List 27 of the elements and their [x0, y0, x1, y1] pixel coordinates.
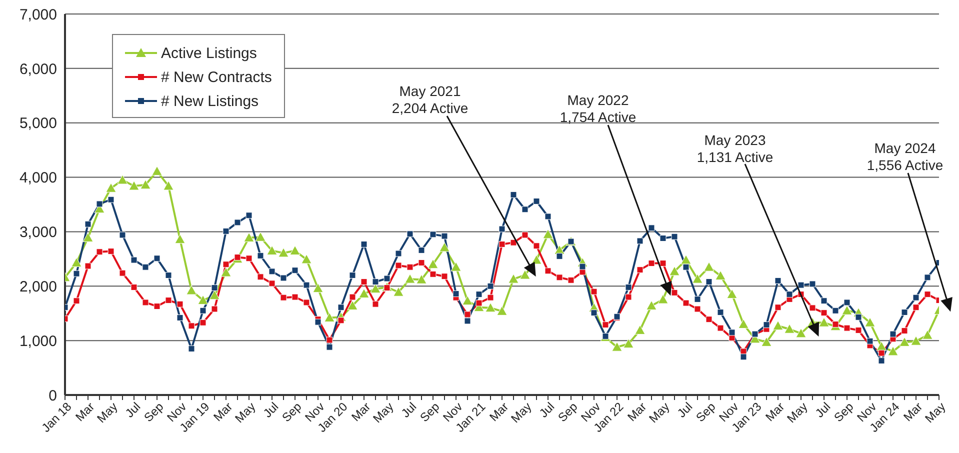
- x-tick-label: Jul: [674, 400, 696, 420]
- x-tick-label: Sep: [417, 399, 442, 425]
- x-tick-label: Sep: [555, 399, 580, 425]
- legend-label: # New Contracts: [161, 68, 272, 86]
- annotation: May 2024 1,556 Active: [866, 140, 944, 173]
- x-tick-label: Jul: [398, 400, 420, 420]
- y-tick-label: 0: [48, 387, 57, 404]
- annotation: May 2021 2,204 Active: [392, 83, 468, 116]
- x-tick-label: Jul: [260, 400, 282, 420]
- x-tick-label: Sep: [279, 399, 304, 425]
- y-tick-label: 7,000: [19, 6, 57, 24]
- y-tick-label: 4,000: [19, 170, 57, 187]
- y-tick-label: 5,000: [19, 115, 57, 132]
- legend-label: Active Listings: [161, 44, 257, 62]
- x-tick-label: Jul: [536, 400, 558, 420]
- y-tick-label: 3,000: [19, 224, 57, 242]
- y-tick-label: 1,000: [19, 332, 57, 350]
- y-tick-label: 2,000: [19, 278, 57, 296]
- legend-label: # New Listings: [161, 92, 259, 110]
- x-tick-label: Jul: [812, 400, 834, 420]
- annotation: May 2023 1,131 Active: [696, 132, 774, 165]
- y-tick-label: 6,000: [19, 60, 57, 78]
- x-tick-label: Sep: [693, 399, 718, 425]
- x-tick-label: Sep: [831, 399, 856, 425]
- x-tick-label: Jul: [122, 400, 144, 420]
- annotation: May 2022 1,754 Active: [560, 92, 636, 125]
- x-tick-label: Sep: [141, 399, 166, 425]
